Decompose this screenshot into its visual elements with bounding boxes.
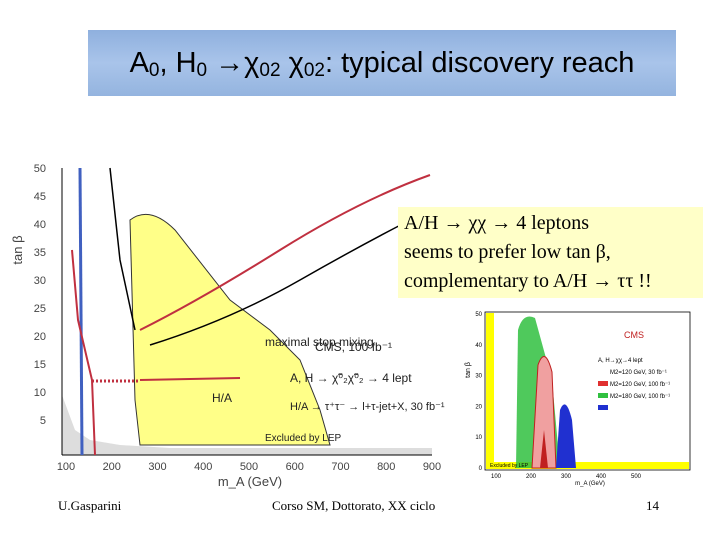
x-axis-label: m_A (GeV) <box>575 481 605 487</box>
title-part: χ <box>280 46 304 79</box>
annotation: maximal stop mixing <box>265 335 374 349</box>
y-tick-label: 15 <box>34 359 46 371</box>
x-tick-label: 900 <box>423 461 441 473</box>
x-tick-label: 500 <box>240 461 258 473</box>
y-tick-label: 40 <box>34 219 46 231</box>
x-tick-label: 500 <box>631 474 642 480</box>
annotation: Excluded by LEP <box>265 433 341 444</box>
y-tick-label: 30 <box>475 374 482 380</box>
region-blue <box>556 404 576 468</box>
callout-line: complementary to A/H → ττ !! <box>404 270 652 292</box>
y-tick-label: 20 <box>34 331 46 343</box>
annotation: H/A <box>212 391 232 405</box>
x-tick-label: 100 <box>491 474 502 480</box>
legend-entry: A, H→χχ→4 lept <box>598 358 643 364</box>
small-plot-axes <box>484 311 691 471</box>
x-tick-label: 200 <box>526 474 537 480</box>
title-sub: 0 <box>196 60 208 81</box>
region-red <box>531 356 557 469</box>
y-axis-label: tan β <box>10 235 25 264</box>
x-tick-label: 700 <box>331 461 349 473</box>
title-part: : typical discovery reach <box>324 46 635 79</box>
legend-entry: M2=120 GeV, 30 fb⁻¹ <box>610 370 667 376</box>
y-tick-label: 35 <box>34 247 46 259</box>
y-tick-label: 40 <box>475 343 482 349</box>
y-tick-label: 0 <box>479 466 483 472</box>
y-tick-label: 10 <box>475 435 482 441</box>
lep-region <box>62 395 432 455</box>
title-part: →χ <box>207 46 260 79</box>
curve <box>139 377 241 381</box>
x-axis-label: m_A (GeV) <box>218 474 282 489</box>
x-tick-label: 300 <box>148 461 166 473</box>
x-tick-label: 300 <box>561 474 572 480</box>
y-tick-label: 45 <box>34 191 46 203</box>
legend-entry: M2=180 GeV, 100 fb⁻¹ <box>610 394 670 400</box>
annotation: H/A → τ⁺τ⁻ → l+τ-jet+X, 30 fb⁻¹ <box>290 401 445 413</box>
x-tick-label: 800 <box>377 461 395 473</box>
legend-entry: M2=120 GeV, 100 fb⁻¹ <box>610 382 670 388</box>
y-axis-label: tan β <box>465 362 472 378</box>
curve <box>71 249 96 456</box>
curve <box>109 167 136 331</box>
y-tick-label: 30 <box>34 275 46 287</box>
x-tick-label: 100 <box>57 461 75 473</box>
legend-swatch <box>598 405 608 410</box>
callout-line: A/H → χχ → 4 leptons <box>404 212 589 234</box>
curve <box>78 167 84 456</box>
lep-band <box>486 313 494 469</box>
x-tick-label: 600 <box>286 461 304 473</box>
title-part: , H <box>159 46 197 79</box>
y-tick-label: 20 <box>475 404 482 410</box>
annotation: A, H → χ̃⁰₂χ̃⁰₂ → 4 lept <box>290 371 412 385</box>
note: Excluded by LEP <box>490 463 529 469</box>
lep-band <box>486 462 689 469</box>
page-number: 14 <box>646 498 659 513</box>
title-sub: 02 <box>259 60 281 81</box>
legend-swatch <box>598 393 608 398</box>
title-sub: 0 <box>148 60 160 81</box>
annotation: CMS, 100 fb⁻¹ <box>315 340 392 354</box>
x-tick-label: 200 <box>103 461 121 473</box>
y-tick-label: 50 <box>34 163 46 175</box>
y-tick-label: 50 <box>475 312 482 318</box>
footer-author: U.Gasparini <box>58 498 122 513</box>
title-sub: 02 <box>303 60 325 81</box>
title-part: A <box>129 46 149 79</box>
chi-region <box>129 213 331 446</box>
y-tick-label: 10 <box>34 387 46 399</box>
curve <box>149 209 431 346</box>
curve <box>139 174 431 331</box>
callout: A/H → χχ → 4 leptons seems to prefer low… <box>398 207 703 298</box>
callout-line: seems to prefer low tan β, <box>404 241 611 263</box>
region-red-small <box>540 430 548 468</box>
x-tick-label: 400 <box>194 461 212 473</box>
y-tick-label: 5 <box>40 415 46 427</box>
footer-course: Corso SM, Dottorato, XX ciclo <box>272 498 436 513</box>
y-tick-label: 25 <box>34 303 46 315</box>
small-plot-title: CMS <box>624 330 644 340</box>
legend-swatch <box>598 381 608 386</box>
x-tick-label: 400 <box>596 474 607 480</box>
